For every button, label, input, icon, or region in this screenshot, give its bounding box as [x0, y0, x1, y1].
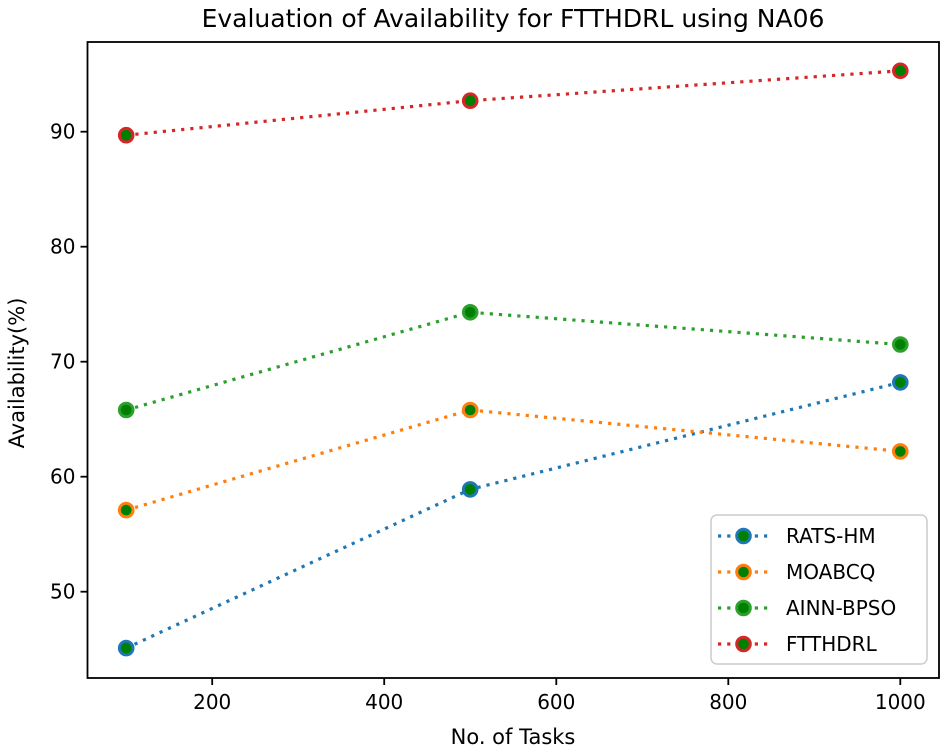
plot-area-border: [86, 41, 940, 679]
legend-marker-rats-hm: [735, 527, 752, 545]
series-layer: [117, 62, 909, 657]
legend-marker-ainn-bpso: [735, 599, 752, 617]
legend-layer: RATS-HM MOABCQ AINN-BPSO FTTHDRL: [710, 514, 928, 665]
x-tick-label-200: 200: [193, 690, 231, 714]
chart-title: Evaluation of Availability for FTTHDRL u…: [202, 4, 825, 33]
data-point-moabcq-500: [461, 401, 479, 419]
series-line-ftthdrl: [126, 69, 901, 137]
legend-label-ftthdrl: FTTHDRL: [786, 632, 878, 656]
data-point-ainn-bpso-100: [117, 401, 135, 419]
legend-entry-moabcq: MOABCQ: [718, 560, 875, 584]
series-line-ainn-bpso: [125, 310, 901, 412]
data-point-rats-hm-100: [117, 639, 135, 657]
x-axis-label: No. of Tasks: [451, 725, 576, 749]
y-tick-label-80: 80: [50, 235, 75, 259]
data-point-ainn-bpso-1000: [892, 336, 909, 353]
legend-entry-rats-hm: RATS-HM: [718, 524, 876, 548]
x-tick-label-600: 600: [537, 690, 575, 714]
data-point-ftthdrl-500: [461, 92, 479, 109]
y-axis-label: Availability(%): [5, 298, 29, 449]
data-point-moabcq-1000: [892, 443, 909, 460]
data-point-moabcq-100: [117, 501, 135, 519]
legend-box: [710, 514, 928, 665]
legend-label-moabcq: MOABCQ: [786, 560, 875, 584]
data-point-rats-hm-500: [461, 481, 479, 498]
data-point-rats-hm-1000: [892, 374, 909, 391]
y-tick-label-60: 60: [50, 465, 75, 489]
legend-label-ainn-bpso: AINN-BPSO: [786, 596, 896, 620]
series-line-moabcq: [125, 408, 901, 512]
y-tick-label-90: 90: [50, 120, 75, 144]
data-point-ftthdrl-100: [117, 126, 135, 144]
legend-marker-moabcq: [735, 563, 752, 581]
legend-entry-ftthdrl: FTTHDRL: [718, 632, 878, 656]
data-point-ainn-bpso-500: [461, 304, 479, 321]
x-tick-label-400: 400: [365, 690, 403, 714]
y-tick-label-50: 50: [50, 580, 75, 604]
data-point-ftthdrl-1000: [892, 62, 909, 80]
legend-entry-ainn-bpso: AINN-BPSO: [718, 596, 896, 620]
ticks-layer: 200 400 600 800 1000 50 60 70 80 90: [50, 120, 926, 714]
x-tick-label-1000: 1000: [875, 690, 926, 714]
legend-label-rats-hm: RATS-HM: [786, 524, 876, 548]
legend-marker-ftthdrl: [735, 635, 752, 653]
y-tick-label-70: 70: [50, 350, 75, 374]
x-tick-label-800: 800: [709, 690, 747, 714]
